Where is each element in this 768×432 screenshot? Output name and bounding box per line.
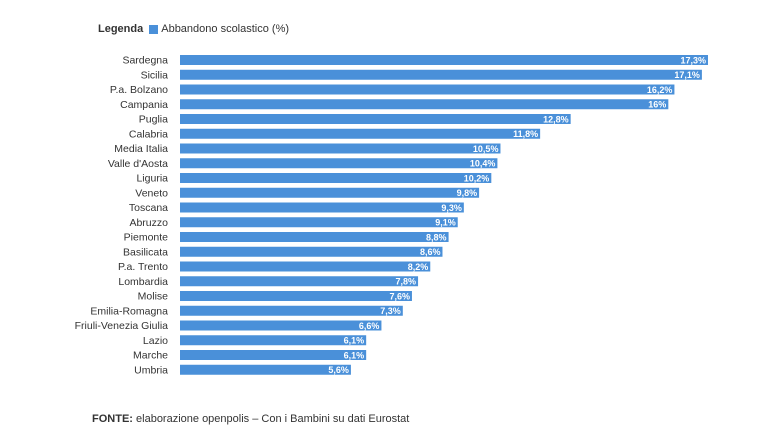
category-label: Valle d'Aosta <box>108 158 168 170</box>
value-label: 6,6% <box>359 321 380 331</box>
category-label: Lazio <box>143 335 168 347</box>
value-label: 7,8% <box>396 277 417 287</box>
bar <box>180 291 412 301</box>
category-label: Emilia-Romagna <box>90 305 168 317</box>
value-label: 10,4% <box>470 159 496 169</box>
source-footer: FONTE: elaborazione openpolis – Con i Ba… <box>92 413 409 425</box>
category-label: P.a. Trento <box>118 261 168 273</box>
bar <box>180 128 541 139</box>
bar <box>180 99 669 110</box>
category-label: Abruzzo <box>129 217 168 229</box>
bar <box>180 305 403 316</box>
bar <box>180 69 702 80</box>
bar <box>180 158 498 169</box>
value-label: 12,8% <box>543 114 569 124</box>
value-label: 8,6% <box>420 247 441 257</box>
bar <box>180 276 419 287</box>
value-label: 6,1% <box>344 350 365 360</box>
value-label: 17,1% <box>674 70 700 80</box>
bar <box>180 84 675 95</box>
category-label: Campania <box>120 99 168 111</box>
bar <box>180 202 464 213</box>
category-label: Molise <box>138 291 169 303</box>
category-label: Sardegna <box>122 55 168 67</box>
value-label: 10,2% <box>464 173 490 183</box>
value-label: 16% <box>648 100 666 110</box>
category-label: Marche <box>133 350 168 362</box>
legend-title: Legenda <box>98 23 144 35</box>
category-label: Sicilia <box>141 69 169 81</box>
category-label: Veneto <box>135 187 168 199</box>
value-label: 16,2% <box>647 85 673 95</box>
category-label: Liguria <box>136 173 168 185</box>
bar <box>180 320 382 331</box>
bar <box>180 246 443 257</box>
category-label: Umbria <box>134 364 168 376</box>
legend-series-label: Abbandono scolastico (%) <box>161 23 290 35</box>
category-label: Media Italia <box>114 143 168 155</box>
category-label: Friuli-Venezia Giulia <box>75 320 169 332</box>
value-label: 9,3% <box>441 203 462 213</box>
category-label: Piemonte <box>124 232 169 244</box>
bar <box>180 114 571 124</box>
bar <box>180 335 367 346</box>
bar <box>180 261 431 272</box>
value-label: 7,3% <box>380 306 401 316</box>
bar <box>180 173 492 183</box>
category-label: Lombardia <box>118 276 168 288</box>
legend: Legenda Abbandono scolastico (%) <box>98 23 289 35</box>
bar <box>180 217 458 228</box>
bar <box>180 55 708 65</box>
legend-swatch <box>149 24 159 34</box>
category-label: Calabria <box>129 128 168 140</box>
value-label: 11,8% <box>513 129 538 139</box>
source-label: FONTE: <box>92 413 133 425</box>
value-label: 7,6% <box>389 291 410 301</box>
bar <box>180 187 480 198</box>
value-label: 6,1% <box>344 336 365 346</box>
category-label: Toscana <box>129 202 168 214</box>
value-label: 17,3% <box>680 55 706 65</box>
bar <box>180 364 351 375</box>
value-label: 9,1% <box>435 218 456 228</box>
category-label: Basilicata <box>123 246 168 258</box>
value-label: 9,8% <box>457 188 478 198</box>
bar <box>180 350 367 360</box>
value-label: 5,6% <box>328 365 349 375</box>
source-text: elaborazione openpolis – Con i Bambini s… <box>136 413 410 425</box>
bar <box>180 232 449 242</box>
category-label: Puglia <box>139 114 168 126</box>
value-label: 8,2% <box>408 262 429 272</box>
value-label: 10,5% <box>473 144 499 154</box>
category-label: P.a. Bolzano <box>110 84 168 96</box>
bar-chart: Sardegna 17,3% Sicilia 17,1% P.a. Bolzano 16,… <box>75 55 708 376</box>
bar <box>180 143 501 154</box>
value-label: 8,8% <box>426 232 447 242</box>
